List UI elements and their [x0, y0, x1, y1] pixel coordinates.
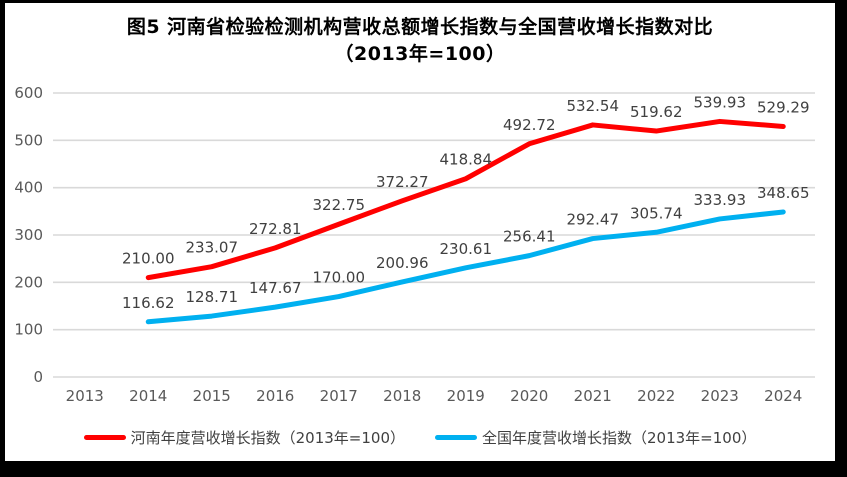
- henan-data-label: 492.72: [503, 116, 556, 134]
- y-axis-tick-label: 500: [14, 131, 43, 149]
- legend-item-henan: 河南年度营收增长指数（2013年=100）: [83, 427, 405, 448]
- henan-data-label: 322.75: [313, 196, 366, 214]
- y-axis-tick-label: 200: [14, 273, 43, 291]
- legend-label-national: 全国年度营收增长指数（2013年=100）: [482, 429, 757, 447]
- national-data-label: 170.00: [313, 269, 366, 287]
- national-data-label: 116.62: [122, 294, 175, 312]
- national-data-label: 256.41: [503, 228, 556, 246]
- legend: 河南年度营收增长指数（2013年=100） 全国年度营收增长指数（2013年=10…: [5, 427, 835, 448]
- henan-data-label: 529.29: [757, 98, 810, 116]
- x-axis-tick-label: 2020: [510, 387, 548, 405]
- y-axis-tick-label: 300: [14, 226, 43, 244]
- national-data-label: 292.47: [567, 211, 620, 229]
- x-axis-tick-label: 2021: [574, 387, 612, 405]
- x-axis-tick-label: 2017: [320, 387, 358, 405]
- x-axis-tick-label: 2014: [129, 387, 167, 405]
- x-axis-tick-label: 2019: [447, 387, 485, 405]
- national-legend-line-swatch: [435, 435, 477, 440]
- henan-data-label: 372.27: [376, 173, 429, 191]
- y-axis-tick-label: 0: [33, 368, 43, 386]
- henan-data-label: 272.81: [249, 220, 302, 238]
- henan-data-label: 233.07: [186, 239, 239, 257]
- national-data-label: 230.61: [440, 240, 493, 258]
- national-series-line: [145, 209, 786, 325]
- chart-title-line1: 图5 河南省检验检测机构营收总额增长指数与全国营收增长指数对比: [126, 16, 714, 38]
- x-axis-tick-label: 2022: [637, 387, 675, 405]
- henan-data-label: 418.84: [440, 151, 493, 169]
- national-data-label: 200.96: [376, 254, 429, 272]
- legend-label-henan: 河南年度营收增长指数（2013年=100）: [130, 429, 405, 447]
- y-axis-tick-label: 400: [14, 179, 43, 197]
- henan-data-label: 519.62: [630, 103, 683, 121]
- x-axis-tick-label: 2023: [701, 387, 739, 405]
- y-axis-tick-label: 100: [14, 321, 43, 339]
- national-data-label: 128.71: [186, 288, 239, 306]
- national-data-label: 333.93: [694, 191, 747, 209]
- henan-data-label: 539.93: [694, 93, 747, 111]
- henan-series-line: [145, 118, 786, 281]
- x-axis-tick-label: 2024: [764, 387, 802, 405]
- line-chart: 0 100 200 300 400 500 600 2013 2014 2015 2016 2017 2…: [14, 84, 815, 405]
- henan-data-label: 210.00: [122, 250, 175, 268]
- x-axis-tick-label: 2016: [256, 387, 294, 405]
- chart-title: 图5 河南省检验检测机构营收总额增长指数与全国营收增长指数对比 （2013年=1…: [5, 14, 835, 68]
- national-data-label: 305.74: [630, 204, 683, 222]
- x-axis-tick-label: 2013: [66, 387, 104, 405]
- x-axis-tick-label: 2018: [383, 387, 421, 405]
- y-axis-tick-label: 600: [14, 84, 43, 102]
- henan-data-label: 532.54: [567, 97, 620, 115]
- x-axis-tick-label: 2015: [193, 387, 231, 405]
- henan-legend-line-swatch: [83, 435, 126, 440]
- national-data-label: 348.65: [757, 184, 810, 202]
- legend-item-national: 全国年度营收增长指数（2013年=100）: [435, 427, 756, 448]
- chart-title-line2: （2013年=100）: [334, 43, 506, 65]
- national-data-label: 147.67: [249, 279, 302, 297]
